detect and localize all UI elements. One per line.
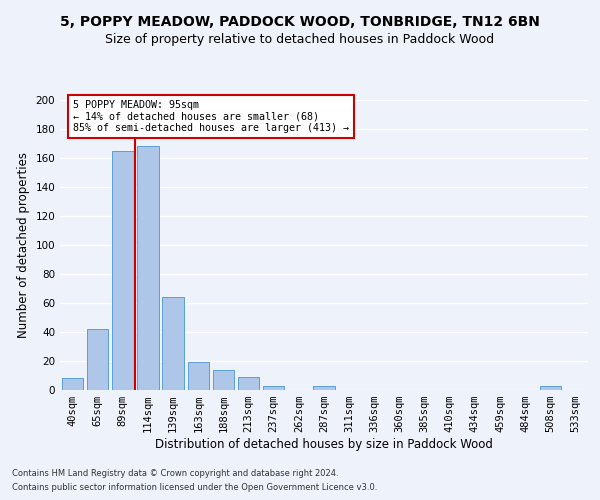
Bar [87, 329, 109, 390]
Y-axis label: Number of detached properties: Number of detached properties [17, 152, 30, 338]
Bar [263, 386, 284, 390]
Text: 5 POPPY MEADOW: 95sqm
← 14% of detached houses are smaller (68)
85% of semi-deta: 5 POPPY MEADOW: 95sqm ← 14% of detached … [73, 100, 349, 133]
Bar [313, 386, 335, 390]
X-axis label: Distribution of detached houses by size in Paddock Wood: Distribution of detached houses by size … [155, 438, 493, 451]
Bar [213, 370, 234, 390]
Bar [188, 362, 209, 390]
Bar [62, 378, 83, 390]
Bar [163, 297, 184, 390]
Bar [238, 377, 259, 390]
Bar [137, 146, 158, 390]
Bar [112, 151, 134, 390]
Text: Size of property relative to detached houses in Paddock Wood: Size of property relative to detached ho… [106, 32, 494, 46]
Text: Contains public sector information licensed under the Open Government Licence v3: Contains public sector information licen… [12, 484, 377, 492]
Bar [539, 386, 561, 390]
Text: Contains HM Land Registry data © Crown copyright and database right 2024.: Contains HM Land Registry data © Crown c… [12, 468, 338, 477]
Text: 5, POPPY MEADOW, PADDOCK WOOD, TONBRIDGE, TN12 6BN: 5, POPPY MEADOW, PADDOCK WOOD, TONBRIDGE… [60, 15, 540, 29]
